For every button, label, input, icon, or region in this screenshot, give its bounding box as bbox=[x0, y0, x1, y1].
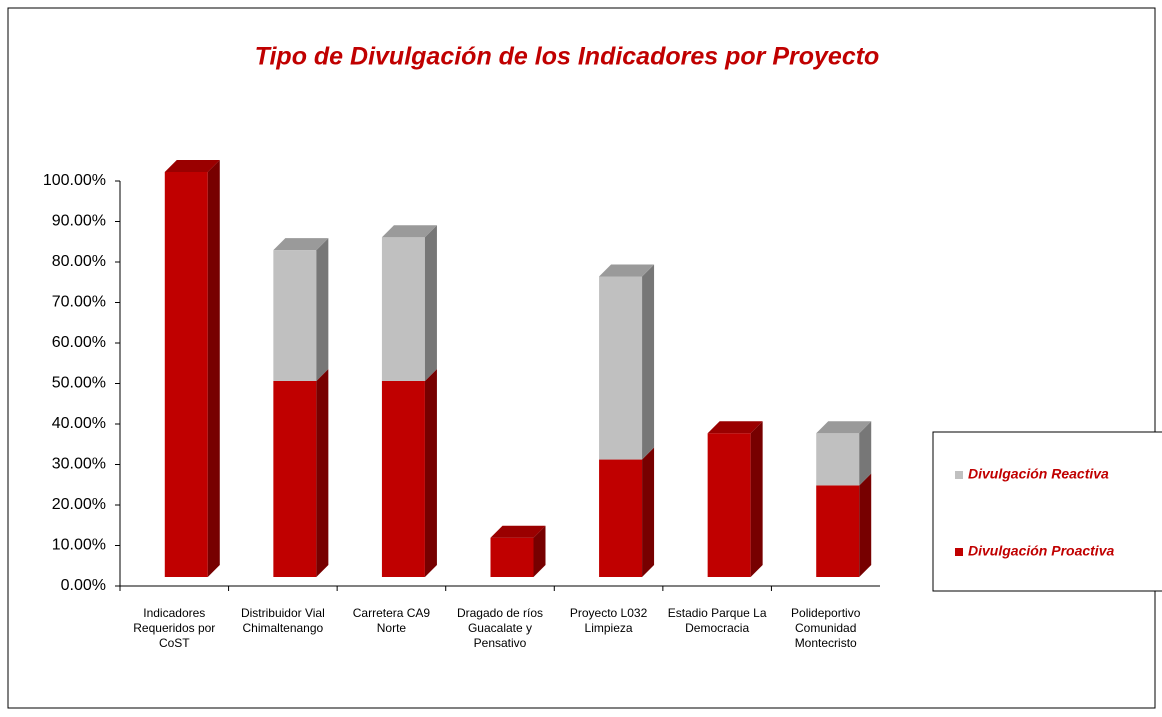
bar-side bbox=[207, 160, 220, 577]
bar-top bbox=[273, 238, 329, 251]
bar-segment bbox=[381, 237, 425, 381]
bar-side bbox=[316, 368, 329, 577]
bar-side bbox=[424, 368, 437, 577]
y-tick-label: 70.00% bbox=[52, 294, 106, 311]
y-tick-label: 100.00% bbox=[43, 172, 106, 189]
bar-top bbox=[707, 421, 763, 434]
bar-side bbox=[533, 525, 546, 577]
bar-segment bbox=[599, 276, 643, 460]
x-tick-label: Dragado de ríos Guacalate y Pensativo bbox=[456, 606, 544, 650]
legend-swatch bbox=[955, 471, 963, 479]
y-tick-label: 90.00% bbox=[52, 213, 106, 230]
bar-top bbox=[381, 225, 437, 238]
bar-side bbox=[642, 447, 655, 577]
bar-side bbox=[750, 421, 763, 577]
bar-segment bbox=[490, 537, 534, 577]
bar-segment bbox=[599, 459, 643, 577]
bar-top bbox=[599, 264, 655, 277]
x-tick-label: Proyecto L032 Limpieza bbox=[569, 606, 648, 635]
y-tick-label: 40.00% bbox=[52, 415, 106, 432]
bar-top bbox=[490, 525, 546, 538]
legend-label: Divulgación Reactiva bbox=[968, 466, 1109, 482]
x-tick-label: Carretera CA9 Norte bbox=[352, 606, 431, 635]
bar-side bbox=[859, 421, 872, 486]
y-tick-label: 0.00% bbox=[61, 577, 106, 594]
bar-top bbox=[816, 421, 872, 434]
bar-side bbox=[424, 225, 437, 381]
x-tick-label: Estadio Parque La Democracia bbox=[667, 606, 767, 635]
bar-segment bbox=[381, 380, 425, 577]
y-tick-label: 80.00% bbox=[52, 253, 106, 270]
legend-swatch bbox=[955, 548, 963, 556]
x-tick-label: Indicadores Requeridos por CoST bbox=[133, 606, 216, 650]
bar-side bbox=[859, 473, 872, 577]
y-tick-label: 30.00% bbox=[52, 456, 106, 473]
x-tick-label: Polideportivo Comunidad Montecristo bbox=[791, 606, 861, 650]
chart-title: Tipo de Divulgación de los Indicadores p… bbox=[255, 43, 880, 71]
bar-segment bbox=[273, 380, 317, 577]
bar-segment bbox=[707, 433, 751, 577]
bar-side bbox=[316, 238, 329, 381]
bar-segment bbox=[816, 485, 860, 577]
bar-segment bbox=[273, 250, 317, 381]
bar-top bbox=[164, 160, 220, 172]
y-tick-label: 60.00% bbox=[52, 334, 106, 351]
legend-box bbox=[932, 431, 1162, 592]
bar-segment bbox=[164, 172, 208, 577]
bar-side bbox=[642, 264, 655, 460]
legend-label: Divulgación Proactiva bbox=[968, 543, 1114, 559]
y-tick-label: 10.00% bbox=[52, 537, 106, 554]
bar-segment bbox=[816, 433, 860, 486]
y-tick-label: 20.00% bbox=[52, 496, 106, 513]
y-tick-label: 50.00% bbox=[52, 375, 106, 392]
x-tick-label: Distribuidor Vial Chimaltenango bbox=[240, 606, 325, 635]
